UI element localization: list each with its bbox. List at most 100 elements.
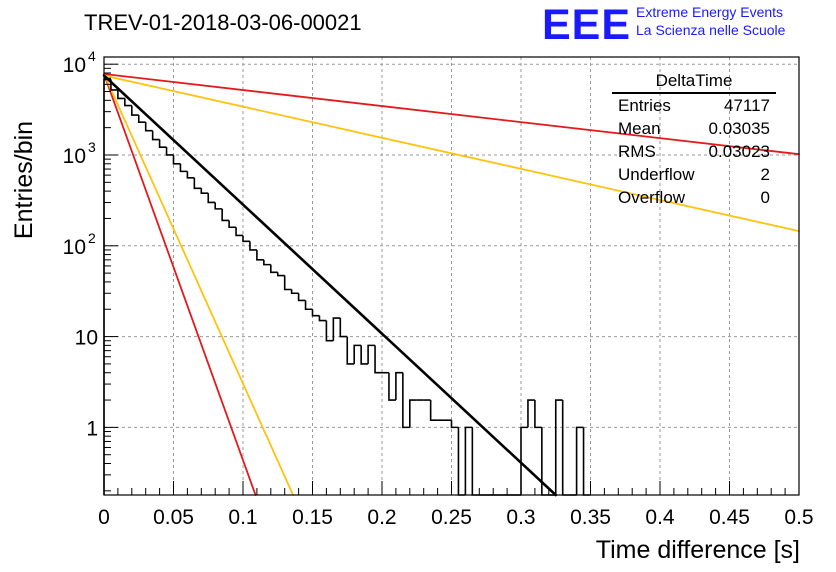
grid — [104, 57, 799, 495]
x-tick-label: 0.5 — [784, 506, 813, 529]
x-tick-label: 0.25 — [431, 506, 472, 529]
histogram — [102, 74, 591, 497]
histogram-bin — [318, 315, 327, 322]
histogram-bin — [450, 420, 459, 429]
histogram-bin — [290, 289, 299, 295]
histogram-bin — [276, 272, 285, 277]
histogram-bin — [311, 309, 320, 317]
stats-row: Entries 47117 — [612, 94, 776, 117]
y-axis-label: Entries/bin — [10, 121, 38, 239]
y-tick-label: 10 — [63, 145, 86, 168]
histogram-bin — [179, 163, 188, 173]
eee-logo: EEE — [542, 1, 632, 49]
histogram-bin — [582, 427, 591, 496]
tick-labels: 0 0.05 0.1 0.15 0.2 0.25 0.3 0.35 0.4 0.45 0.5 1 10 1… — [63, 48, 814, 529]
histogram-bin — [534, 400, 542, 429]
y-tick-label: 10 — [63, 54, 86, 77]
stats-value: 0.03035 — [708, 119, 770, 138]
x-tick-label: 0.4 — [645, 506, 675, 529]
stats-row: Mean 0.03035 — [612, 117, 776, 140]
histogram-bin — [527, 399, 535, 428]
logo-line-2: La Scienza nelle Scuole — [636, 22, 786, 38]
exponential-line — [103, 73, 800, 156]
y-tick-exponent: 4 — [88, 48, 96, 64]
x-tick-label: 0.3 — [506, 506, 535, 529]
fit-line — [102, 74, 558, 497]
histogram-bin — [270, 264, 278, 274]
histogram-bin — [360, 345, 369, 365]
y-tick-exponent: 3 — [88, 139, 96, 155]
stats-label: Underflow — [618, 165, 695, 184]
histogram-bin — [339, 318, 348, 338]
histogram-bin — [409, 399, 417, 428]
histogram-bin — [304, 300, 313, 311]
exponential-line — [103, 73, 257, 496]
histogram-bin — [131, 105, 139, 116]
histogram-bin — [242, 235, 250, 243]
x-tick-label: 0.05 — [153, 506, 194, 529]
x-axis-label: Time difference [s] — [596, 536, 800, 564]
histogram-bin — [193, 177, 202, 190]
stats-value: 2 — [760, 165, 770, 184]
histogram-bin — [235, 227, 243, 237]
histogram-bin — [575, 426, 584, 495]
histogram-bin — [457, 427, 466, 496]
stats-value: 47117 — [723, 96, 770, 115]
y-tick-label: 10 — [75, 327, 98, 350]
x-tick-label: 0.1 — [228, 506, 257, 529]
stats-row: RMS 0.03023 — [612, 140, 776, 163]
histogram-bin — [332, 317, 341, 341]
histogram-bin — [214, 202, 223, 210]
histogram-bin — [554, 399, 563, 495]
histogram-bin — [374, 345, 382, 374]
histogram-bin — [186, 171, 195, 179]
histogram-bin — [561, 400, 570, 496]
y-tick-label: 10 — [63, 236, 86, 259]
histogram-bin — [110, 79, 118, 91]
histogram-bin — [249, 241, 257, 251]
histogram-bin — [395, 371, 403, 401]
y-tick-exponent: 2 — [88, 230, 96, 246]
stats-header: DeltaTime — [612, 70, 776, 94]
x-tick-label: 0.2 — [367, 506, 396, 529]
histogram-bin — [325, 320, 334, 342]
histogram-bin — [520, 426, 528, 495]
histogram-bin — [172, 154, 181, 165]
stats-label: Overflow — [618, 188, 686, 207]
stats-row: Underflow 2 — [612, 163, 776, 186]
x-tick-label: 0.15 — [292, 506, 333, 529]
histogram-bin — [158, 139, 167, 148]
histogram-bin — [207, 193, 216, 204]
y-tick-label: 1 — [86, 417, 98, 440]
histogram-bin — [200, 188, 209, 194]
exponential-line — [103, 74, 800, 233]
histogram-bin — [471, 427, 480, 496]
stats-value: 0 — [760, 188, 770, 207]
histogram-bin — [117, 89, 125, 100]
x-tick-label: 0 — [98, 506, 110, 529]
histogram-bin — [367, 344, 376, 364]
stats-label: Entries — [618, 96, 671, 115]
histogram-bin — [402, 372, 410, 429]
histogram-bin — [464, 426, 473, 495]
histogram-bin — [353, 344, 362, 364]
stats-box: DeltaTime Entries 47117 Mean 0.03035 RMS 0.… — [612, 70, 776, 207]
x-tick-label: 0.45 — [709, 506, 750, 529]
histogram-bin — [256, 249, 264, 261]
histogram-bin — [124, 98, 132, 107]
stats-value: 0.03023 — [708, 142, 770, 161]
histogram-bin — [388, 372, 396, 401]
histogram-bin — [151, 130, 160, 141]
histogram-bin — [429, 400, 438, 421]
stats-label: RMS — [618, 142, 656, 161]
histogram-bin — [263, 259, 271, 266]
exponential-line — [103, 73, 294, 496]
histogram-bin — [346, 336, 355, 365]
histogram-bin — [283, 275, 292, 291]
histogram-title: TREV-01-2018-03-06-00021 — [84, 10, 362, 35]
histogram-bin — [165, 147, 174, 156]
x-tick-label: 0.35 — [570, 506, 611, 529]
axis-ticks — [103, 63, 800, 495]
chart-series — [103, 73, 800, 496]
